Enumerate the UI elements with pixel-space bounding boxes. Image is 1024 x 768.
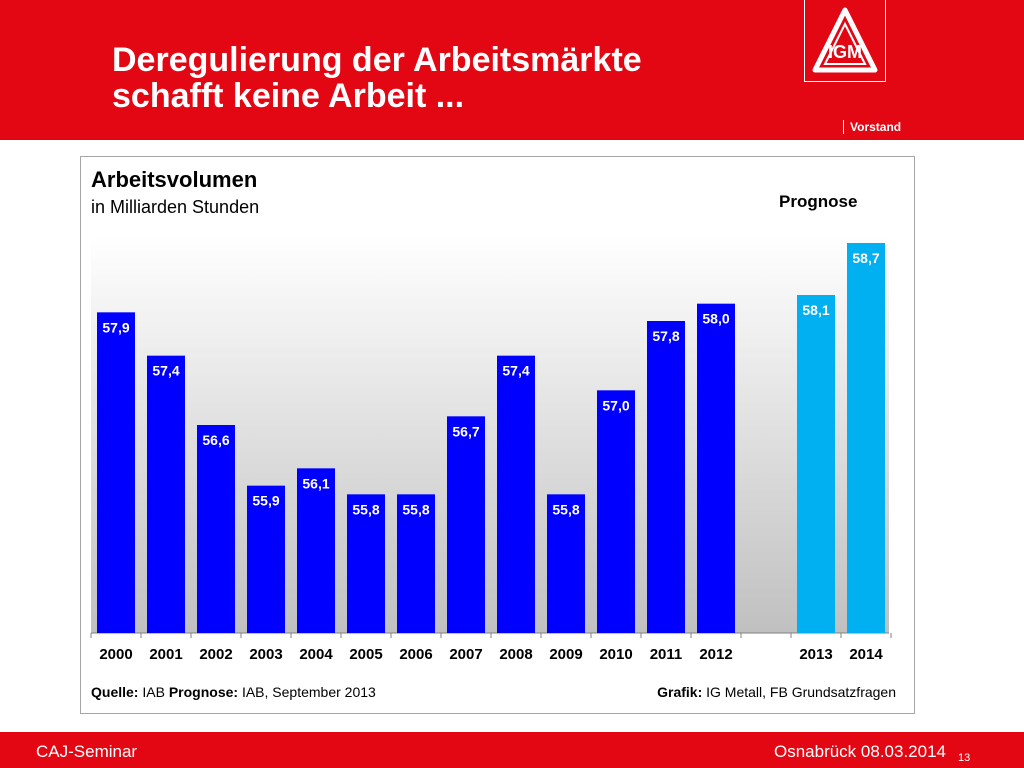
prognose-source-label: Prognose: [168,684,239,700]
source-value: IAB [142,684,165,700]
data-label-2011: 57,8 [652,328,679,344]
bar-2014 [847,243,885,633]
brand-label: Vorstand [843,120,901,134]
data-label-2014: 58,7 [852,250,879,266]
source-label: Quelle: [91,684,139,700]
page-number: 13 [958,752,971,764]
x-tick-label-2000: 2000 [99,646,132,663]
x-tick-label-2012: 2012 [699,646,732,663]
logo-text: IGM [828,42,862,62]
x-tick-label-2011: 2011 [650,646,683,663]
x-tick-label-2014: 2014 [849,646,883,663]
chart-subtitle: in Milliarden Stunden [91,197,260,217]
footer-bar: CAJ-Seminar Osnabrück 08.03.2014 13 [0,732,1024,768]
source-note: Quelle: IAB Prognose: IAB, September 201… [91,684,376,700]
slide-title-line-2: schafft keine Arbeit ... [112,77,465,115]
bar-2000 [97,312,135,633]
ig-metall-logo: IGM [804,0,886,82]
bar-2007 [447,416,485,633]
header-bar: Deregulierung der Arbeitsmärkte schafft … [0,0,1024,140]
footer-event: CAJ-Seminar [36,742,138,761]
data-label-2003: 55,9 [252,493,279,509]
credit-label: Grafik: [657,684,703,700]
chart-panel: 57,9 2000 57,4 2001 56,6 2002 55,9 2003 56,1 2004… [80,156,915,714]
x-tick-label-2013: 2013 [799,646,832,663]
logo-triangle-icon: IGM [812,7,878,73]
bar-2002 [197,425,235,633]
bar-2008 [497,355,535,633]
x-tick-label-2010: 2010 [599,646,632,663]
data-label-2002: 56,6 [202,432,229,448]
data-label-2007: 56,7 [452,423,479,439]
data-label-2013: 58,1 [802,302,829,318]
bar-2012 [697,303,735,633]
x-tick-label-2006: 2006 [399,646,432,663]
credit-note: Grafik: IG Metall, FB Grundsatzfragen [657,684,896,700]
slide-title: Deregulierung der Arbeitsmärkte schafft … [112,42,642,114]
bar-2013 [797,295,835,633]
bar-2011 [647,321,685,633]
bar-2003 [247,485,285,633]
x-tick-label-2002: 2002 [199,646,232,663]
chart-title: Arbeitsvolumen [91,167,258,192]
x-tick-label-2005: 2005 [349,646,382,663]
bar-2010 [597,390,635,633]
credit-value: IG Metall, FB Grundsatzfragen [706,684,896,700]
bar-2001 [147,355,185,633]
x-tick-label-2007: 2007 [449,646,482,663]
data-label-2009: 55,8 [552,501,579,517]
x-tick-label-2003: 2003 [249,646,282,663]
x-tick-label-2009: 2009 [549,646,582,663]
x-tick-label-2008: 2008 [499,646,532,663]
data-label-2010: 57,0 [602,397,629,413]
bar-2005 [347,494,385,633]
data-label-2005: 55,8 [352,501,379,517]
prognose-source-value: IAB, September 2013 [241,684,376,700]
data-label-2012: 58,0 [702,311,729,327]
data-label-2001: 57,4 [152,363,179,379]
data-label-2004: 56,1 [302,475,329,491]
footer-location-date: Osnabrück 08.03.2014 [773,742,946,761]
prognose-label: Prognose [779,192,858,211]
x-tick-label-2004: 2004 [299,646,333,663]
bar-2009 [547,494,585,633]
bar-chart: 57,9 2000 57,4 2001 56,6 2002 55,9 2003 56,1 2004… [90,235,892,663]
data-label-2000: 57,9 [102,319,129,335]
slide-title-line-1: Deregulierung der Arbeitsmärkte [112,41,642,79]
bar-2004 [297,468,335,633]
bar-2006 [397,494,435,633]
x-tick-label-2001: 2001 [149,646,182,663]
data-label-2008: 57,4 [502,363,529,379]
data-label-2006: 55,8 [402,501,429,517]
